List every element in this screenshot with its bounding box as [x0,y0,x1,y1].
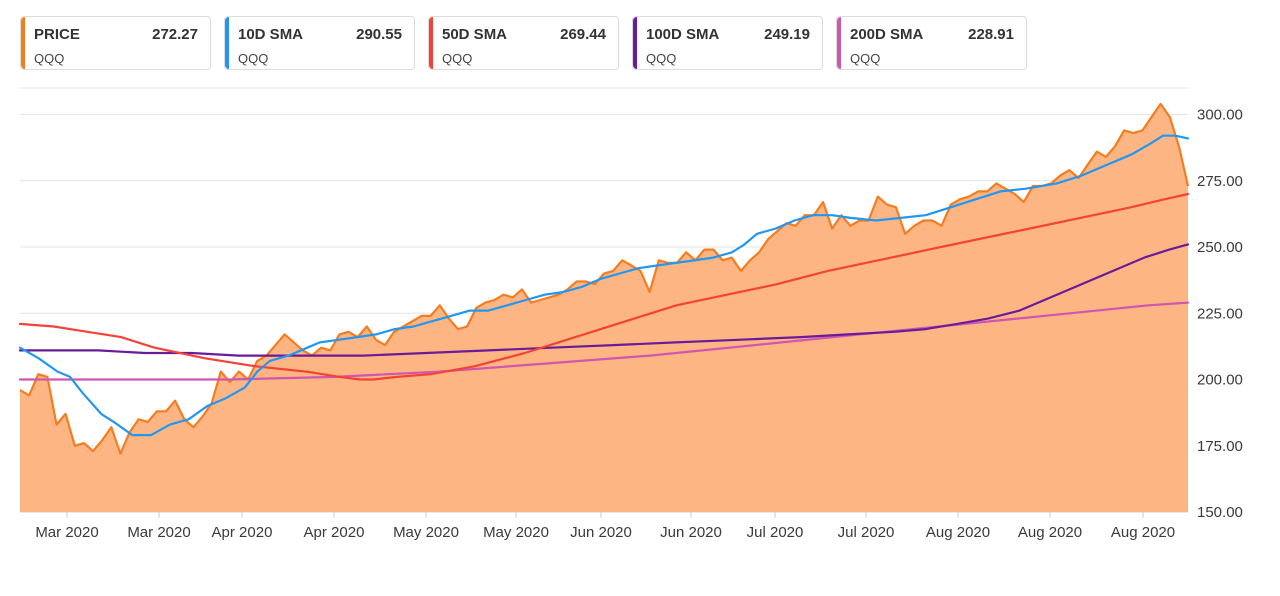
legend-card-price[interactable]: PRICE 272.27 QQQ [20,16,211,70]
legend-ticker: QQQ [238,51,269,66]
x-tick-label: May 2020 [393,524,459,541]
legend-series-name: 100D SMA [646,26,720,43]
x-tick-label: Mar 2020 [35,524,98,541]
x-tick-label: Aug 2020 [926,524,990,541]
x-tick-label: Aug 2020 [1018,524,1082,541]
y-tick-label: 275.00 [1197,173,1243,190]
legend-series-name: PRICE [34,26,80,43]
x-tick-label: Jul 2020 [747,524,804,541]
legend: PRICE 272.27 QQQ 10D SMA 290.55 QQQ 50D … [20,16,1027,70]
legend-series-value: 228.91 [968,26,1014,43]
legend-color-stripe [225,17,229,69]
x-tick-label: Aug 2020 [1111,524,1175,541]
legend-color-stripe [837,17,841,69]
y-tick-label: 225.00 [1197,305,1243,322]
sma-100d-line [18,243,1190,357]
legend-card-10d-sma[interactable]: 10D SMA 290.55 QQQ [224,16,415,70]
y-tick-label: 200.00 [1197,372,1243,389]
x-tick-label: May 2020 [483,524,549,541]
legend-color-stripe [429,17,433,69]
legend-ticker: QQQ [442,51,473,66]
x-tick-label: Apr 2020 [304,524,365,541]
x-tick-label: Jun 2020 [660,524,722,541]
legend-card-50d-sma[interactable]: 50D SMA 269.44 QQQ [428,16,619,70]
sma-50d-line [18,192,1190,381]
sma-10d-line [18,134,1190,437]
legend-series-name: 10D SMA [238,26,304,43]
y-tick-label: 300.00 [1197,107,1243,124]
legend-ticker: QQQ [34,51,65,66]
x-tick-label: Mar 2020 [127,524,190,541]
y-tick-label: 250.00 [1197,239,1243,256]
legend-ticker: QQQ [646,51,677,66]
legend-series-name: 200D SMA [850,26,924,43]
legend-card-200d-sma[interactable]: 200D SMA 228.91 QQQ [836,16,1027,70]
x-tick-label: Jul 2020 [838,524,895,541]
legend-series-value: 272.27 [152,26,198,43]
x-tick-label: Jun 2020 [570,524,632,541]
y-tick-label: 150.00 [1197,504,1243,521]
legend-color-stripe [633,17,637,69]
legend-color-stripe [21,17,25,69]
legend-series-name: 50D SMA [442,26,508,43]
legend-card-100d-sma[interactable]: 100D SMA 249.19 QQQ [632,16,823,70]
sma-200d-line [18,301,1190,381]
price-area [20,103,1188,513]
legend-series-value: 269.44 [560,26,606,43]
legend-series-value: 290.55 [356,26,402,43]
legend-ticker: QQQ [850,51,881,66]
y-tick-label: 175.00 [1197,438,1243,455]
legend-series-value: 249.19 [764,26,810,43]
price-line [19,102,1190,455]
x-tick-label: Apr 2020 [212,524,273,541]
